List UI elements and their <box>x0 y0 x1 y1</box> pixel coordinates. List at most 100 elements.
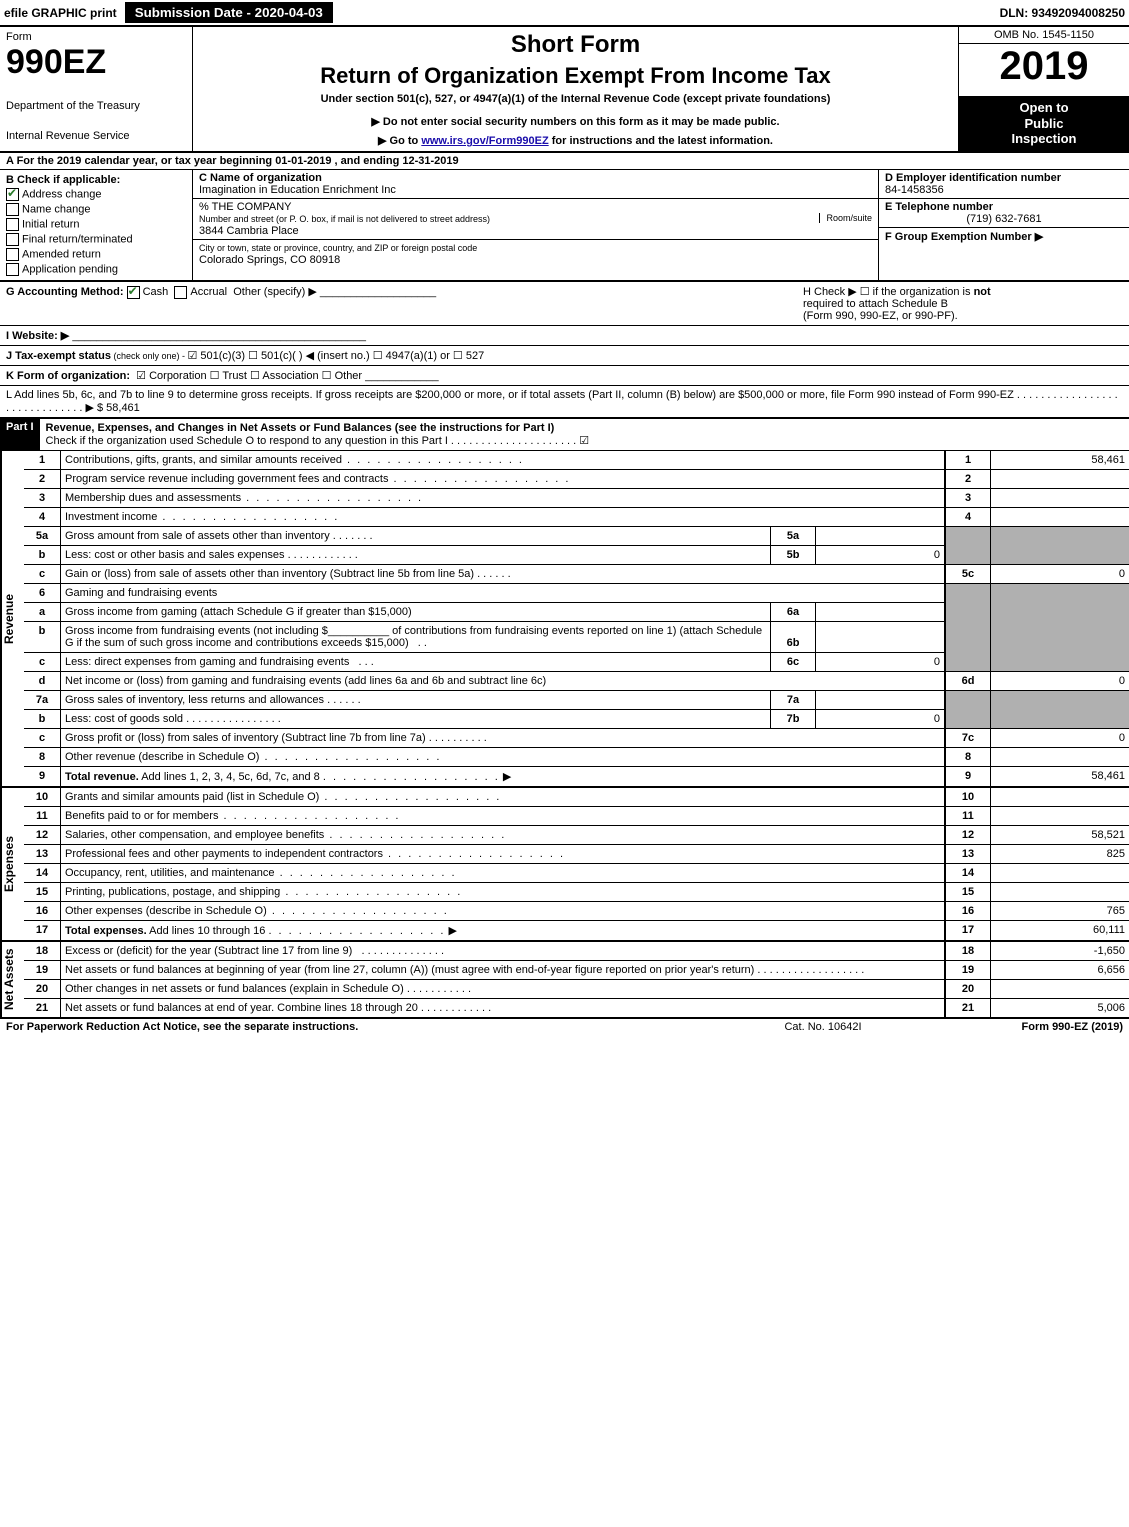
h-check: H Check ▶ ☐ if the organization is not r… <box>803 285 1123 322</box>
form-number: 990EZ <box>6 43 186 82</box>
part1-check: Check if the organization used Schedule … <box>46 435 590 447</box>
open-line1: Open to <box>963 100 1125 116</box>
footer: For Paperwork Reduction Act Notice, see … <box>0 1019 1129 1035</box>
f-label: F Group Exemption Number ▶ <box>885 231 1043 243</box>
table-row: 17 Total expenses. Add lines 10 through … <box>24 921 1129 941</box>
col-d: D Employer identification number 84-1458… <box>879 170 1129 280</box>
go-to-line: ▶ Go to www.irs.gov/Form990EZ for instru… <box>201 134 950 147</box>
col-b: B Check if applicable: Address change Na… <box>0 170 193 280</box>
efile-label: efile GRAPHIC print <box>4 6 117 20</box>
row-i: I Website: ▶ ___________________________… <box>0 326 1129 346</box>
footer-cat: Cat. No. 10642I <box>723 1021 923 1033</box>
table-row: 3 Membership dues and assessments 3 <box>24 489 1129 508</box>
table-row: 10 Grants and similar amounts paid (list… <box>24 788 1129 807</box>
table-row: 11 Benefits paid to or for members 11 <box>24 807 1129 826</box>
open-public: Open to Public Inspection <box>959 96 1129 151</box>
netassets-side-label: Net Assets <box>0 942 24 1017</box>
row-k: K Form of organization: ☑ Corporation ☐ … <box>0 366 1129 386</box>
c-name-cell: C Name of organization Imagination in Ed… <box>193 170 878 199</box>
checkbox-icon <box>6 218 19 231</box>
do-not-enter: ▶ Do not enter social security numbers o… <box>201 115 950 128</box>
revenue-side-label: Revenue <box>0 451 24 786</box>
table-row: 9 Total revenue. Add lines 1, 2, 3, 4, 5… <box>24 767 1129 787</box>
table-row: 5a Gross amount from sale of assets othe… <box>24 527 1129 546</box>
c-city-cell: City or town, state or province, country… <box>193 240 878 280</box>
chk-final[interactable]: Final return/terminated <box>6 233 186 246</box>
table-row: d Net income or (loss) from gaming and f… <box>24 672 1129 691</box>
g-accounting: G Accounting Method: Cash Accrual Other … <box>6 285 803 322</box>
checkbox-icon[interactable] <box>127 286 140 299</box>
part1-label: Part I <box>0 419 40 450</box>
e-label: E Telephone number <box>885 201 993 213</box>
checkbox-icon <box>6 188 19 201</box>
table-row: 14 Occupancy, rent, utilities, and maint… <box>24 864 1129 883</box>
footer-form: Form 990-EZ (2019) <box>923 1021 1123 1033</box>
chk-address[interactable]: Address change <box>6 188 186 201</box>
checkbox-icon <box>6 233 19 246</box>
checkbox-icon <box>6 203 19 216</box>
d-ein-cell: D Employer identification number 84-1458… <box>879 170 1129 199</box>
table-row: 16 Other expenses (describe in Schedule … <box>24 902 1129 921</box>
table-row: c Gain or (loss) from sale of assets oth… <box>24 565 1129 584</box>
revenue-section: Revenue 1 Contributions, gifts, grants, … <box>0 451 1129 788</box>
header-left: Form 990EZ Department of the Treasury In… <box>0 27 193 151</box>
checkbox-icon[interactable] <box>174 286 187 299</box>
omb-number: OMB No. 1545-1150 <box>959 27 1129 44</box>
net-assets-section: Net Assets 18 Excess or (deficit) for th… <box>0 942 1129 1019</box>
under-section: Under section 501(c), 527, or 4947(a)(1)… <box>201 93 950 105</box>
street-label: Number and street (or P. O. box, if mail… <box>199 214 490 224</box>
table-row: 18 Excess or (deficit) for the year (Sub… <box>24 942 1129 961</box>
room-label: Room/suite <box>819 213 872 223</box>
chk-amended[interactable]: Amended return <box>6 248 186 261</box>
org-name: Imagination in Education Enrichment Inc <box>199 184 396 196</box>
checkbox-icon <box>6 263 19 276</box>
form-header: Form 990EZ Department of the Treasury In… <box>0 27 1129 153</box>
city-label: City or town, state or province, country… <box>199 243 477 253</box>
open-line3: Inspection <box>963 131 1125 147</box>
ein: 84-1458356 <box>885 184 944 196</box>
table-row: 6 Gaming and fundraising events <box>24 584 1129 603</box>
go-to-pre: ▶ Go to <box>378 135 421 147</box>
row-l: L Add lines 5b, 6c, and 7b to line 9 to … <box>0 386 1129 419</box>
footer-left: For Paperwork Reduction Act Notice, see … <box>6 1021 723 1033</box>
info-grid: B Check if applicable: Address change Na… <box>0 170 1129 282</box>
header-right: OMB No. 1545-1150 2019 Open to Public In… <box>959 27 1129 151</box>
irs-link[interactable]: www.irs.gov/Form990EZ <box>421 135 548 147</box>
table-row: 2 Program service revenue including gove… <box>24 470 1129 489</box>
d-label: D Employer identification number <box>885 172 1061 184</box>
table-row: 12 Salaries, other compensation, and emp… <box>24 826 1129 845</box>
table-row: 20 Other changes in net assets or fund b… <box>24 980 1129 999</box>
go-to-post: for instructions and the latest informat… <box>549 135 773 147</box>
phone: (719) 632-7681 <box>885 213 1123 225</box>
part1-title: Revenue, Expenses, and Changes in Net As… <box>46 422 555 434</box>
table-row: 15 Printing, publications, postage, and … <box>24 883 1129 902</box>
open-line2: Public <box>963 116 1125 132</box>
submission-date-button[interactable]: Submission Date - 2020-04-03 <box>125 2 333 23</box>
chk-application[interactable]: Application pending <box>6 263 186 276</box>
row-j: J Tax-exempt status (check only one) - ☑… <box>0 346 1129 366</box>
c-label: C Name of organization <box>199 172 322 184</box>
e-phone-cell: E Telephone number (719) 632-7681 <box>879 199 1129 228</box>
table-row: 1 Contributions, gifts, grants, and simi… <box>24 451 1129 470</box>
return-title: Return of Organization Exempt From Incom… <box>201 63 950 89</box>
company: % THE COMPANY <box>199 201 292 213</box>
row-g-h: G Accounting Method: Cash Accrual Other … <box>0 282 1129 326</box>
short-form-title: Short Form <box>201 31 950 59</box>
dln-label: DLN: 93492094008250 <box>1000 6 1125 20</box>
chk-name[interactable]: Name change <box>6 203 186 216</box>
chk-initial[interactable]: Initial return <box>6 218 186 231</box>
table-row: 13 Professional fees and other payments … <box>24 845 1129 864</box>
table-row: 7a Gross sales of inventory, less return… <box>24 691 1129 710</box>
part1-header-row: Part I Revenue, Expenses, and Changes in… <box>0 419 1129 451</box>
b-label: B Check if applicable: <box>6 174 186 186</box>
table-row: 8 Other revenue (describe in Schedule O)… <box>24 748 1129 767</box>
tax-year: 2019 <box>959 44 1129 96</box>
checkbox-icon <box>6 248 19 261</box>
f-group-cell: F Group Exemption Number ▶ <box>879 228 1129 280</box>
header-center: Short Form Return of Organization Exempt… <box>193 27 959 151</box>
street: 3844 Cambria Place <box>199 225 299 237</box>
table-row: 21 Net assets or fund balances at end of… <box>24 999 1129 1018</box>
city: Colorado Springs, CO 80918 <box>199 254 340 266</box>
expenses-section: Expenses 10 Grants and similar amounts p… <box>0 788 1129 942</box>
col-c: C Name of organization Imagination in Ed… <box>193 170 879 280</box>
